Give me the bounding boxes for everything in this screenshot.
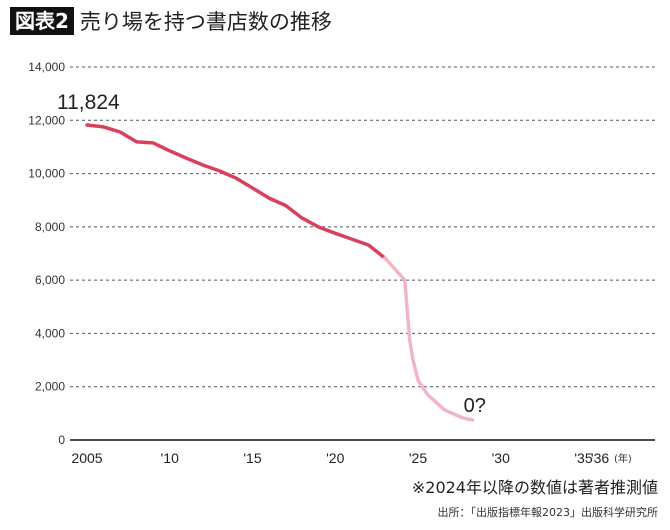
x-axis-unit: (年)	[614, 452, 632, 465]
y-tick-label: 8,000	[35, 220, 65, 234]
x-tick-label: '15	[243, 450, 261, 466]
x-tick-label: '10	[161, 450, 179, 466]
x-tick-label: '35	[574, 450, 592, 466]
x-tick-label: '30	[492, 450, 510, 466]
figure-badge: 図表2	[10, 7, 74, 35]
y-tick-label: 2,000	[35, 380, 65, 394]
start-value-label: 11,824	[57, 91, 120, 114]
figure-title: 売り場を持つ書店数の推移	[79, 10, 332, 34]
chart-title: 図表2 売り場を持つ書店数の推移	[10, 6, 332, 36]
y-tick-label: 4,000	[35, 326, 65, 340]
x-tick-label: 2005	[71, 450, 102, 466]
estimate-note: ※2024年以降の数値は著者推測値	[411, 478, 658, 497]
actual-series-line	[85, 123, 387, 260]
x-tick-label: '25	[409, 450, 427, 466]
y-tick-label: 0	[58, 433, 65, 447]
x-tick-label: '36	[591, 450, 609, 466]
y-tick-label: 12,000	[28, 113, 65, 127]
y-tick-label: 14,000	[28, 60, 65, 74]
x-tick-label: '20	[326, 450, 344, 466]
y-tick-label: 10,000	[28, 167, 65, 181]
y-tick-label: 6,000	[35, 273, 65, 287]
projected-series-line	[383, 256, 475, 422]
end-value-label: 0?	[464, 395, 486, 417]
source-note: 出所：「出版指標年報2023」出版科学研究所	[437, 506, 659, 519]
